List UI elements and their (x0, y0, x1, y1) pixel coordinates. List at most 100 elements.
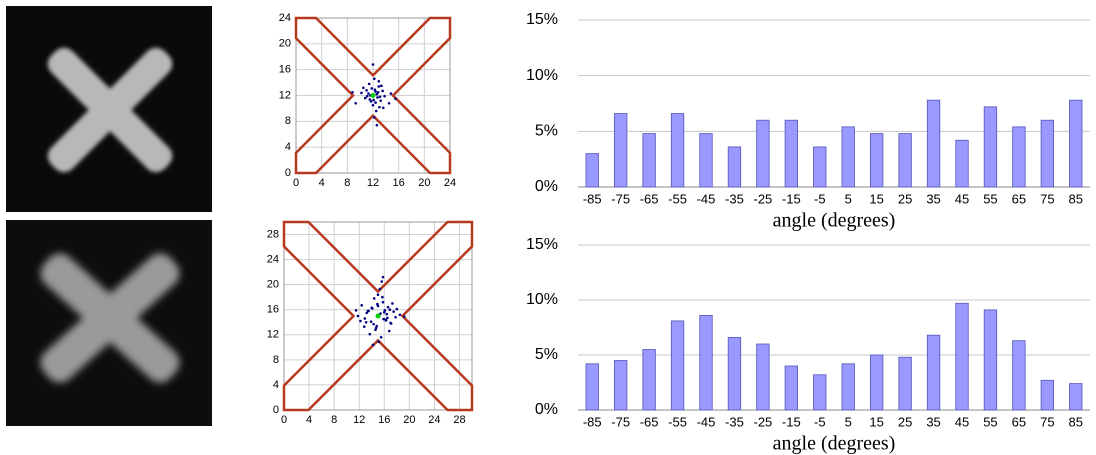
x-tick-label: -35 (725, 414, 744, 429)
scatter-point (360, 304, 364, 307)
scatter-point (386, 305, 390, 309)
scatter-point (371, 103, 375, 107)
x-tick-label: -85 (583, 191, 602, 206)
scatter-point (374, 90, 377, 93)
bar (1069, 383, 1083, 411)
scatter-point (372, 116, 376, 119)
x-tick-label: 0 (281, 414, 287, 426)
x-tick-label: -5 (814, 191, 826, 206)
scatter-point (389, 322, 393, 325)
bar (983, 309, 998, 411)
x-tick-label: 20 (403, 414, 415, 426)
scatter-point (371, 343, 375, 347)
scatter-point (362, 86, 365, 90)
y-tick-label: 0% (535, 401, 558, 418)
scatter-point (368, 98, 372, 101)
y-tick-label: 15% (526, 11, 558, 28)
scatter-point (383, 94, 386, 98)
bar (614, 113, 628, 188)
y-tick-label: 12 (279, 89, 291, 101)
y-tick-label: 24 (267, 254, 279, 266)
x-tick-label: 75 (1040, 191, 1054, 206)
bar (784, 365, 798, 411)
x-tick-label: 25 (898, 414, 912, 429)
x-tick-label: -55 (668, 414, 687, 429)
bar (699, 314, 713, 411)
scatter-point (363, 317, 367, 320)
x-tick-label: -75 (611, 191, 630, 206)
micrograph-bottom (6, 220, 212, 426)
x-tick-label: 35 (926, 414, 940, 429)
scatter-point (354, 101, 357, 105)
x-tick-label: -75 (611, 414, 630, 429)
scatter-point (370, 306, 374, 310)
x-tick-label: 55 (983, 191, 997, 206)
scatter-point (384, 318, 387, 322)
x-tick-label: 4 (306, 414, 312, 426)
scatter-point (356, 314, 360, 318)
x-tick-label: -25 (753, 191, 772, 206)
y-tick-label: 28 (267, 228, 279, 240)
bar (1069, 99, 1083, 188)
scatter-point (391, 302, 394, 305)
x-tick-label: -45 (697, 414, 716, 429)
x-tick-label: 85 (1069, 414, 1083, 429)
x-tick-label: -65 (640, 191, 659, 206)
scatter-point (381, 89, 384, 93)
x-tick-label: -35 (725, 191, 744, 206)
x-tick-label: -45 (697, 191, 716, 206)
scatter-point (376, 293, 380, 296)
bar (955, 139, 969, 188)
x-tick-label: 75 (1040, 414, 1054, 429)
scatter-point (377, 85, 381, 88)
y-tick-label: 0 (285, 167, 291, 179)
x-tick-label: 65 (1012, 191, 1026, 206)
bar (1012, 340, 1026, 411)
scatter-point (380, 280, 384, 283)
bar (756, 119, 770, 188)
bar (1040, 119, 1054, 188)
x-tick-label: 24 (444, 177, 456, 189)
scatter-point (394, 315, 397, 319)
x-tick-label: -5 (814, 414, 826, 429)
scatter-point (375, 123, 379, 127)
bar (813, 146, 827, 188)
x-tick-label: 12 (367, 177, 379, 189)
scatter-point (367, 92, 370, 95)
x-tick-label: 5 (845, 414, 852, 429)
scatter-point (380, 84, 383, 88)
y-tick-label: 0 (273, 404, 279, 416)
y-tick-label: 12 (267, 329, 279, 341)
y-tick-label: 8 (285, 115, 291, 127)
x-tick-label: -85 (583, 414, 602, 429)
scatter-point (398, 313, 402, 317)
y-tick-label: 10% (526, 291, 558, 308)
bar (1012, 126, 1026, 188)
scatter-point (374, 326, 378, 330)
y-tick-label: 15% (526, 236, 558, 253)
bar (642, 133, 656, 188)
bar (813, 374, 827, 411)
y-tick-label: 10% (526, 67, 558, 84)
bar (1040, 379, 1054, 411)
x-tick-label: 85 (1069, 191, 1083, 206)
scatter-point (364, 96, 367, 100)
x-tick-label: -25 (753, 414, 772, 429)
y-tick-label: 20 (267, 279, 279, 291)
y-tick-label: 8 (273, 354, 279, 366)
scatter-point (365, 311, 369, 315)
scatter-point (389, 92, 393, 95)
scatter-point (351, 90, 354, 94)
x-tick-label: 45 (955, 191, 969, 206)
y-tick-label: 5% (535, 346, 558, 363)
x-tick-label: 8 (344, 177, 350, 189)
scatter-point (370, 93, 376, 98)
scatter-point (394, 97, 397, 101)
y-tick-label: 4 (273, 379, 279, 391)
x-tick-label: 20 (418, 177, 430, 189)
plot-frame (283, 221, 473, 411)
bar (585, 153, 599, 188)
scatter-point (381, 295, 384, 299)
x-tick-label: 16 (378, 414, 390, 426)
